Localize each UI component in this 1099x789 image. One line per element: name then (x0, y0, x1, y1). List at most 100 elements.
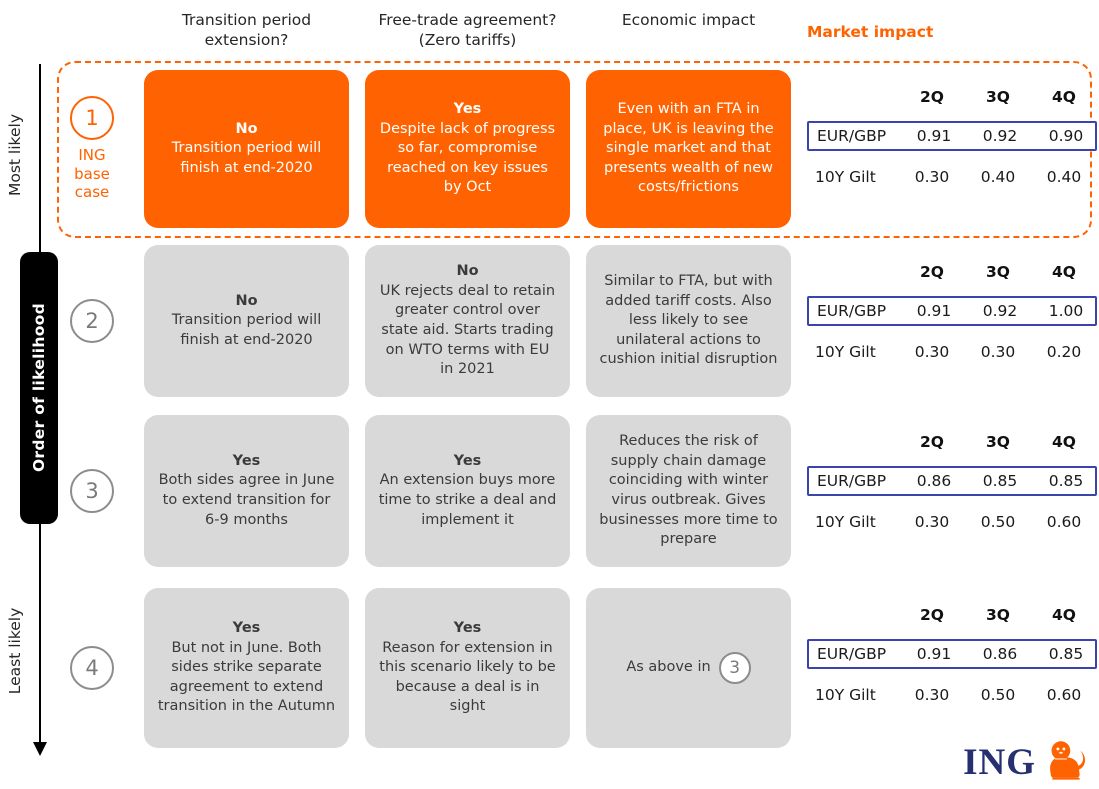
gilt-3q-value: 0.50 (980, 686, 1016, 704)
eurgbp-4q-value: 1.00 (1048, 302, 1084, 320)
scenario-4-fta-cell: Yes Reason for extension in this scenari… (365, 588, 570, 748)
header-economic: Economic impact (586, 6, 791, 50)
header-spacer (56, 6, 128, 50)
scenario-3-number: 3 (85, 479, 99, 503)
scenario-2-economic-cell: Similar to FTA, but with added tariff co… (586, 245, 791, 397)
scenario-3-gilt-row: 10Y Gilt 0.30 0.50 0.60 (807, 513, 1097, 531)
scenario-2-number: 2 (85, 309, 99, 333)
eurgbp-3q-value: 0.92 (982, 127, 1018, 145)
quarter-2q: 2Q (920, 606, 944, 624)
scenario-1-transition-body: Transition period will finish at end-202… (171, 140, 322, 176)
eurgbp-label: EUR/GBP (817, 302, 887, 320)
as-above-text: As above in (626, 659, 711, 676)
header-fta-label: Free-trade agreement? (Zero tariffs) (378, 11, 557, 50)
scenario-1-economic-body: Even with an FTA in place, UK is leaving… (603, 101, 774, 196)
scenario-1-number-circle: 1 (70, 95, 114, 140)
quarter-4q: 4Q (1052, 88, 1076, 106)
quarter-4q: 4Q (1052, 433, 1076, 451)
scenario-3-reference-number: 3 (729, 657, 741, 678)
eurgbp-2q-value: 0.91 (916, 645, 952, 663)
scenario-2-fta-body: UK rejects deal to retain greater contro… (379, 282, 556, 378)
eurgbp-3q-value: 0.86 (982, 645, 1018, 663)
scenario-4-number: 4 (85, 656, 99, 680)
ing-base-case-badge: ING base case (74, 145, 110, 202)
scenario-4-fta-body: Reason for extension in this scenario li… (379, 639, 556, 715)
gilt-3q-value: 0.30 (980, 343, 1016, 361)
column-headers: Transition period extension? Free-trade … (56, 6, 1097, 50)
most-likely-label: Most likely (6, 114, 24, 196)
scenario-4-transition-body: But not in June. Both sides strike separ… (157, 639, 336, 715)
scenario-1-fta-body: Despite lack of progress so far, comprom… (379, 120, 556, 196)
scenario-3-economic-cell: Reduces the risk of supply chain damage … (586, 415, 791, 567)
gilt-4q-value: 0.40 (1046, 168, 1082, 186)
eurgbp-3q-value: 0.92 (982, 302, 1018, 320)
scenario-2-fta-cell: No UK rejects deal to retain greater con… (365, 245, 570, 397)
scenario-3-fta-body: An extension buys more time to strike a … (378, 472, 557, 528)
gilt-2q-value: 0.30 (914, 686, 950, 704)
gilt-3q-value: 0.40 (980, 168, 1016, 186)
scenario-1-market-table: 2Q 3Q 4Q EUR/GBP 0.91 0.92 0.90 10Y Gilt… (807, 70, 1097, 228)
scenario-3-number-circle: 3 (70, 469, 114, 513)
eurgbp-2q-value: 0.91 (916, 127, 952, 145)
header-transition-label: Transition period extension? (181, 11, 312, 50)
scenario-2-fta-lead: No (456, 263, 479, 280)
quarter-3q: 3Q (986, 606, 1010, 624)
scenario-3-transition-lead: Yes (232, 452, 261, 469)
scenario-1-transition-lead: No (235, 120, 258, 137)
scenario-4-quarter-header: 2Q 3Q 4Q (807, 606, 1097, 624)
scenario-2-transition-lead: No (235, 292, 258, 309)
gilt-2q-value: 0.30 (914, 513, 950, 531)
eurgbp-4q-value: 0.85 (1048, 645, 1084, 663)
scenario-2-transition-cell: No Transition period will finish at end-… (144, 245, 349, 397)
scenario-2-economic-body: Similar to FTA, but with added tariff co… (599, 273, 778, 368)
ing-wordmark: ING (963, 741, 1036, 783)
scenario-4-number-col: 4 (56, 588, 128, 748)
scenario-2-eurgbp-row: EUR/GBP 0.91 0.92 1.00 (807, 296, 1097, 326)
scenario-3-eurgbp-row: EUR/GBP 0.86 0.85 0.85 (807, 466, 1097, 496)
header-market: Market impact (807, 6, 1097, 50)
scenario-4-transition-cell: Yes But not in June. Both sides strike s… (144, 588, 349, 748)
scenario-3-reference-circle: 3 (718, 652, 751, 684)
scenario-2-number-circle: 2 (70, 299, 114, 343)
ing-logo: ING (963, 739, 1089, 785)
scenario-2-number-col: 2 (56, 245, 128, 397)
quarter-2q: 2Q (920, 88, 944, 106)
gilt-label: 10Y Gilt (815, 343, 876, 361)
scenario-4-fta-lead: Yes (453, 620, 482, 637)
header-market-label: Market impact (807, 23, 934, 42)
scenario-4-transition-lead: Yes (232, 620, 261, 637)
scenario-3-transition-body: Both sides agree in June to extend trans… (158, 472, 335, 528)
scenario-3-quarter-header: 2Q 3Q 4Q (807, 433, 1097, 451)
down-arrow-icon (33, 742, 47, 756)
scenario-4-number-circle: 4 (70, 646, 114, 690)
scenario-3-market-table: 2Q 3Q 4Q EUR/GBP 0.86 0.85 0.85 10Y Gilt… (807, 415, 1097, 567)
quarter-4q: 4Q (1052, 606, 1076, 624)
gilt-3q-value: 0.50 (980, 513, 1016, 531)
scenario-2-quarter-header: 2Q 3Q 4Q (807, 263, 1097, 281)
gilt-4q-value: 0.60 (1046, 686, 1082, 704)
scenario-3-number-col: 3 (56, 415, 128, 567)
eurgbp-4q-value: 0.90 (1048, 127, 1084, 145)
quarter-3q: 3Q (986, 88, 1010, 106)
eurgbp-4q-value: 0.85 (1048, 472, 1084, 490)
scenario-1-gilt-row: 10Y Gilt 0.30 0.40 0.40 (807, 168, 1097, 186)
gilt-4q-value: 0.20 (1046, 343, 1082, 361)
scenario-1-fta-lead: Yes (453, 101, 482, 118)
eurgbp-label: EUR/GBP (817, 645, 887, 663)
scenario-row-1: 1 ING base case No Transition period wil… (56, 70, 1097, 228)
scenario-1-economic-cell: Even with an FTA in place, UK is leaving… (586, 70, 791, 228)
eurgbp-2q-value: 0.91 (916, 302, 952, 320)
scenario-4-market-table: 2Q 3Q 4Q EUR/GBP 0.91 0.86 0.85 10Y Gilt… (807, 588, 1097, 748)
ing-lion-icon (1043, 739, 1089, 785)
scenario-1-fta-cell: Yes Despite lack of progress so far, com… (365, 70, 570, 228)
gilt-2q-value: 0.30 (914, 168, 950, 186)
gilt-2q-value: 0.30 (914, 343, 950, 361)
quarter-2q: 2Q (920, 263, 944, 281)
quarter-4q: 4Q (1052, 263, 1076, 281)
gilt-label: 10Y Gilt (815, 686, 876, 704)
gilt-label: 10Y Gilt (815, 513, 876, 531)
quarter-2q: 2Q (920, 433, 944, 451)
scenario-3-fta-cell: Yes An extension buys more time to strik… (365, 415, 570, 567)
scenario-1-quarter-header: 2Q 3Q 4Q (807, 88, 1097, 106)
